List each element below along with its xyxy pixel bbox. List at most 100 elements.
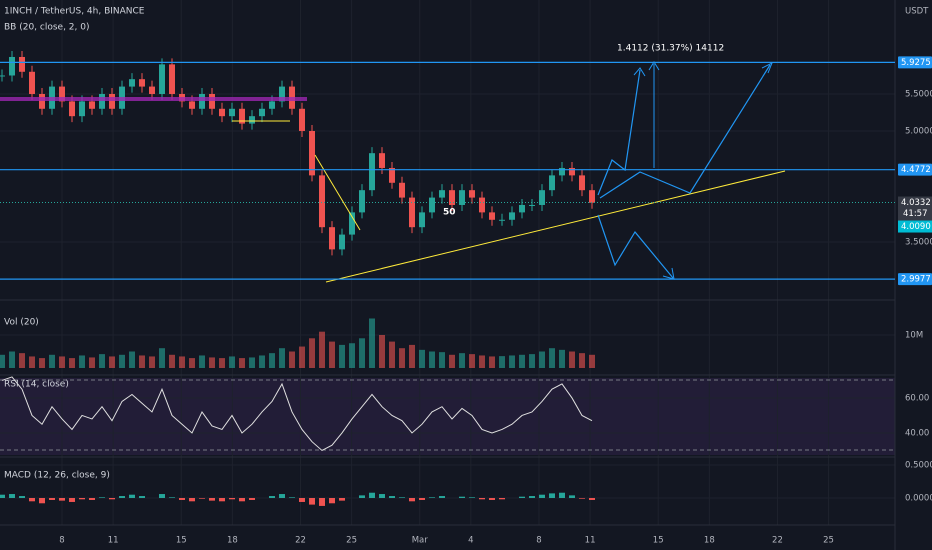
volume-bar — [379, 334, 385, 369]
x-tick-label: 11 — [108, 536, 119, 546]
yellow-line — [314, 154, 361, 231]
volume-bar — [109, 356, 115, 369]
volume-bar — [99, 354, 105, 369]
macd-bar — [569, 495, 575, 499]
macd-bar — [519, 496, 525, 499]
x-tick-label: 22 — [295, 536, 306, 546]
volume-bar — [189, 358, 195, 369]
indicator-title: MACD (12, 26, close, 9) — [4, 471, 110, 481]
macd-bar — [249, 498, 255, 500]
arrow-path — [597, 69, 641, 196]
currency: USDT — [905, 7, 929, 17]
macd-bar — [19, 496, 25, 499]
volume-bar — [419, 349, 425, 369]
volume-bar — [469, 354, 475, 369]
candle — [499, 219, 505, 221]
volume-bar — [229, 356, 235, 369]
y-tick-label: 60.00 — [905, 393, 929, 403]
level-label-box — [898, 273, 932, 286]
volume-bar — [89, 357, 95, 369]
macd-bar — [269, 496, 275, 499]
macd-bar — [29, 498, 35, 502]
volume-bar — [539, 351, 545, 369]
volume-bar — [329, 341, 335, 369]
candle — [569, 167, 575, 176]
volume-bar — [479, 355, 485, 369]
macd-bar — [289, 497, 295, 499]
purple-zone — [0, 97, 307, 101]
macd-bar — [589, 498, 595, 500]
volume-bar — [219, 358, 225, 369]
volume-bar — [259, 355, 265, 369]
volume-bar — [509, 355, 515, 369]
candle — [349, 212, 355, 235]
volume-bar — [489, 356, 495, 369]
volume-bar — [499, 356, 505, 369]
volume-bar — [69, 358, 75, 369]
candle — [99, 93, 105, 109]
candle — [509, 212, 515, 220]
volume-bar — [139, 355, 145, 369]
candle — [299, 108, 305, 131]
macd-bar — [439, 496, 445, 499]
countdown: 41:57 — [903, 209, 928, 219]
macd-bar — [99, 497, 105, 499]
candle — [129, 79, 135, 87]
candle — [79, 101, 85, 117]
volume-bar — [439, 352, 445, 369]
candle — [269, 101, 275, 109]
volume-bar — [459, 353, 465, 369]
x-tick-label: 15 — [653, 536, 664, 546]
candle — [319, 175, 325, 228]
volume-bar — [549, 348, 555, 369]
x-tick-label: 8 — [59, 536, 64, 546]
volume-bar — [449, 354, 455, 369]
candle — [139, 79, 145, 87]
macd-bar — [159, 494, 165, 499]
volume-bar — [389, 341, 395, 369]
macd-bar — [209, 498, 215, 501]
volume-bar — [19, 353, 25, 369]
macd-bar — [429, 497, 435, 499]
volume-bar — [429, 351, 435, 369]
candle — [489, 212, 495, 220]
candle — [459, 190, 465, 205]
volume-bar — [179, 356, 185, 369]
volume-bar — [129, 351, 135, 369]
candle — [69, 101, 75, 117]
macd-bar — [299, 498, 305, 502]
x-tick-label: 15 — [176, 536, 187, 546]
volume-bar — [369, 318, 375, 369]
candle — [379, 153, 385, 168]
candle — [109, 93, 115, 109]
level-label: 5.9275 — [901, 58, 931, 68]
candle — [89, 101, 95, 109]
macd-bar — [309, 498, 315, 505]
candle — [329, 227, 335, 250]
level-label: 4.4772 — [901, 165, 931, 175]
volume-bar — [169, 354, 175, 369]
candle — [209, 93, 215, 109]
marks — [0, 50, 595, 506]
candle — [249, 116, 255, 124]
rsi-band — [0, 378, 895, 455]
trend-line — [325, 170, 786, 283]
candle — [399, 182, 405, 198]
macd-bar — [399, 497, 405, 499]
indicator-title: Vol (20) — [4, 318, 39, 328]
volume-bar — [399, 348, 405, 369]
volume-bar — [279, 348, 285, 369]
macd-bar — [389, 496, 395, 499]
macd-bar — [489, 498, 495, 500]
candle — [339, 234, 345, 250]
candle — [439, 190, 445, 198]
candle — [59, 86, 65, 102]
rsi-line — [1, 376, 593, 452]
macd-bar — [119, 496, 125, 499]
x-tick-label: 22 — [772, 536, 783, 546]
macd-bar — [179, 498, 185, 500]
macd-bar — [139, 496, 145, 499]
volume-bar — [359, 338, 365, 369]
